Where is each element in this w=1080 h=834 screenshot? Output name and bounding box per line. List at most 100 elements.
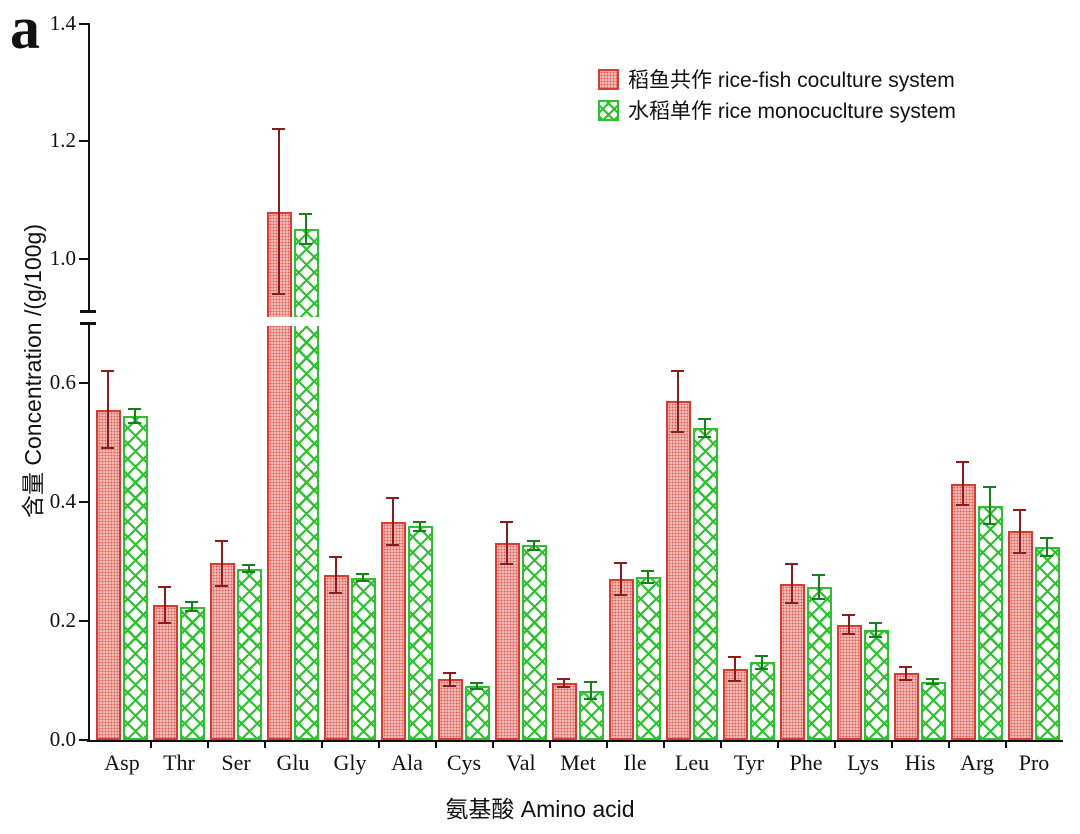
error-bar-monoculture-Arg xyxy=(989,487,991,524)
x-category-label-Thr: Thr xyxy=(163,750,195,775)
error-cap-bottom xyxy=(557,686,570,689)
y-tick-label: 0.4 xyxy=(49,489,76,513)
error-bar-coculture-Gly xyxy=(335,557,337,594)
error-cap-bottom xyxy=(641,581,654,584)
bar-coculture-Thr xyxy=(153,604,178,740)
error-cap-bottom xyxy=(671,431,684,434)
monoculture-swatch-icon xyxy=(598,99,619,121)
error-cap-top xyxy=(386,496,399,499)
bar-coculture-Ala xyxy=(381,521,406,740)
bar-coculture-Ile xyxy=(609,578,634,740)
bar-monoculture-Gly xyxy=(351,577,376,740)
coculture-swatch-icon xyxy=(598,68,619,90)
x-category-label-Cys: Cys xyxy=(446,750,482,775)
bar-coculture-Glu xyxy=(267,211,292,740)
error-cap-top xyxy=(926,678,939,681)
y-axis-line-upper xyxy=(88,23,90,312)
error-bar-monoculture-Leu xyxy=(704,419,706,438)
error-cap-bottom xyxy=(1013,551,1026,554)
x-tick xyxy=(548,741,551,748)
x-axis-title: 氨基酸 Amino acid xyxy=(445,796,635,822)
error-cap-top xyxy=(158,586,171,589)
bar-coculture-Lys xyxy=(837,624,862,740)
error-cap-bottom xyxy=(242,571,255,574)
error-cap-top xyxy=(500,520,513,523)
error-cap-bottom xyxy=(698,436,711,439)
x-tick xyxy=(947,741,950,748)
error-cap-top xyxy=(128,407,141,410)
error-cap-top xyxy=(983,486,996,489)
x-tick xyxy=(662,741,665,748)
y-tick xyxy=(79,382,88,384)
error-bar-monoculture-Tyr xyxy=(761,655,763,669)
bar-monoculture-Glu xyxy=(294,229,319,740)
error-bar-coculture-Glu xyxy=(278,129,280,294)
bar-coculture-Pro xyxy=(1008,531,1033,740)
error-bar-coculture-His xyxy=(905,666,907,680)
error-cap-bottom xyxy=(185,610,198,613)
error-cap-top xyxy=(812,574,825,577)
error-cap-bottom xyxy=(899,678,912,681)
error-cap-top xyxy=(584,681,597,684)
bar-coculture-Met xyxy=(552,682,577,740)
error-bar-monoculture-Gly xyxy=(362,573,364,582)
x-category-label-Ala: Ala xyxy=(391,750,423,775)
y-tick-label: 1.4 xyxy=(49,10,76,35)
error-bar-coculture-Thr xyxy=(164,587,166,623)
bar-coculture-Tyr xyxy=(723,668,748,740)
bar-monoculture-Ala xyxy=(408,526,433,740)
error-cap-top xyxy=(299,213,312,216)
error-cap-top xyxy=(1013,508,1026,511)
error-bar-monoculture-Glu xyxy=(305,214,307,244)
error-cap-bottom xyxy=(158,621,171,624)
error-bar-monoculture-Cys xyxy=(476,682,478,689)
error-cap-bottom xyxy=(443,684,456,687)
y-tick xyxy=(79,140,88,143)
error-cap-bottom xyxy=(812,597,825,600)
x-tick xyxy=(320,741,323,748)
error-cap-top xyxy=(869,621,882,624)
error-cap-top xyxy=(527,540,540,543)
bar-monoculture-Ile xyxy=(636,576,661,740)
x-category-label-Phe: Phe xyxy=(789,750,823,775)
error-cap-top xyxy=(785,562,798,565)
x-category-label-His: His xyxy=(904,750,936,775)
x-category-label-Met: Met xyxy=(560,750,596,775)
error-bar-monoculture-His xyxy=(932,679,934,685)
x-category-label-Leu: Leu xyxy=(674,750,710,775)
y-tick-label: 1.0 xyxy=(49,245,76,270)
y-tick xyxy=(79,22,88,25)
y-axis-line-lower xyxy=(88,325,90,742)
error-cap-bottom xyxy=(1040,555,1053,558)
error-cap-bottom xyxy=(356,580,369,583)
error-cap-bottom xyxy=(584,697,597,700)
error-cap-top xyxy=(728,655,741,658)
error-cap-top xyxy=(329,556,342,559)
y-tick xyxy=(79,501,88,503)
error-cap-bottom xyxy=(869,636,882,639)
x-tick xyxy=(833,741,836,748)
x-tick xyxy=(605,741,608,748)
bar-monoculture-Pro xyxy=(1035,547,1060,740)
x-tick xyxy=(776,741,779,748)
error-bar-coculture-Val xyxy=(506,521,508,565)
x-tick xyxy=(434,741,437,748)
error-cap-bottom xyxy=(728,679,741,682)
error-bar-coculture-Asp xyxy=(107,371,109,449)
x-tick xyxy=(377,741,380,748)
error-bar-coculture-Met xyxy=(563,678,565,688)
bar-monoculture-Ser xyxy=(237,568,262,740)
error-bar-coculture-Leu xyxy=(677,370,679,433)
error-bar-coculture-Ala xyxy=(392,497,394,546)
legend-item-coculture: 稻鱼共作 rice-fish coculture system xyxy=(598,66,956,92)
error-cap-top xyxy=(242,564,255,567)
x-tick xyxy=(719,741,722,748)
error-cap-top xyxy=(956,461,969,464)
bar-coculture-Gly xyxy=(324,575,349,740)
error-bar-coculture-Arg xyxy=(962,462,964,505)
error-bar-coculture-Tyr xyxy=(734,656,736,681)
bar-coculture-Ser xyxy=(210,563,235,740)
error-cap-top xyxy=(614,561,627,564)
error-cap-top xyxy=(215,539,228,542)
